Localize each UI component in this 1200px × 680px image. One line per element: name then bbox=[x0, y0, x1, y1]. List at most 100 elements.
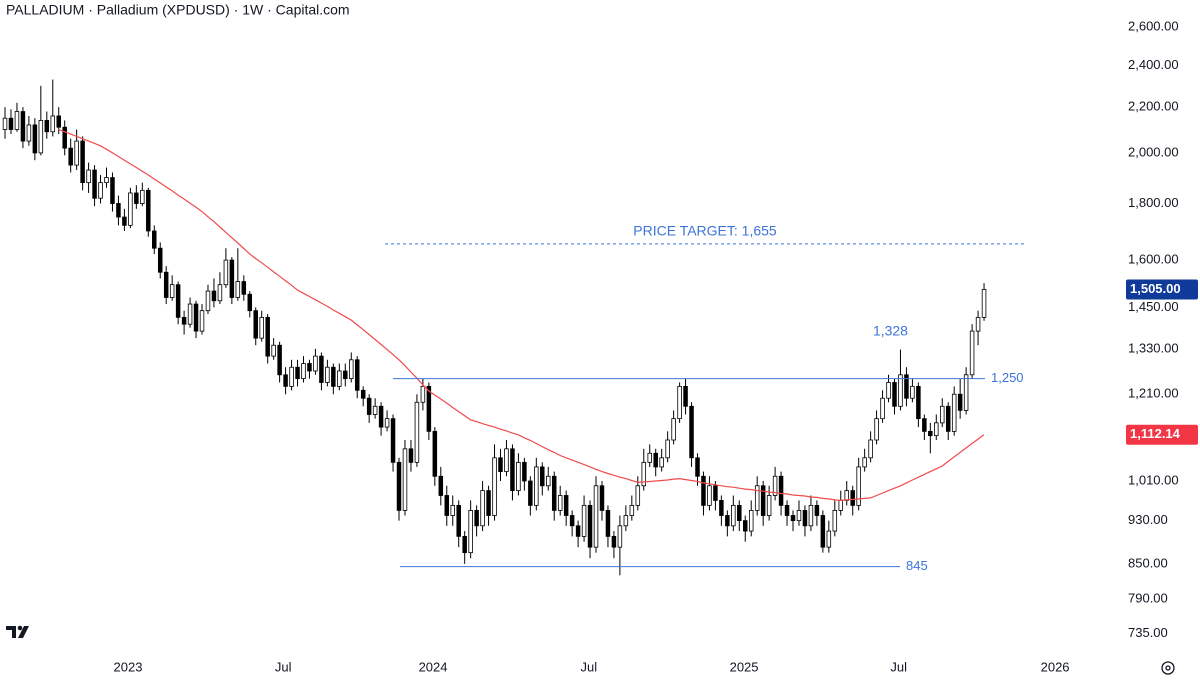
y-tick-label: 1,450.00 bbox=[1128, 299, 1179, 314]
candle-body bbox=[193, 303, 199, 332]
y-tick-label: 1,210.00 bbox=[1128, 386, 1179, 401]
candle-body bbox=[456, 504, 461, 537]
candle-body bbox=[904, 374, 909, 399]
candle-body bbox=[605, 510, 611, 537]
candle-body bbox=[820, 515, 826, 548]
candle-body bbox=[569, 515, 575, 527]
candle-body bbox=[677, 385, 682, 420]
candle-body bbox=[450, 504, 455, 516]
candle-body bbox=[593, 485, 599, 548]
candle-body bbox=[981, 289, 987, 318]
candle-body bbox=[366, 397, 372, 415]
candle-body bbox=[725, 515, 730, 527]
moving-average bbox=[58, 128, 985, 502]
candle-body bbox=[372, 405, 378, 415]
candle-body bbox=[354, 359, 360, 391]
candle-body bbox=[38, 120, 44, 154]
candle-body bbox=[522, 461, 527, 482]
candle-body bbox=[289, 366, 294, 387]
candle-body bbox=[325, 366, 330, 383]
y-tick-label: 1,800.00 bbox=[1128, 195, 1179, 210]
candle-body bbox=[265, 316, 270, 357]
candle-body bbox=[187, 303, 193, 325]
candle-body bbox=[766, 495, 772, 516]
candle-body bbox=[743, 520, 748, 532]
ma-price-label: 1,112.14 bbox=[1130, 426, 1181, 441]
candle-body bbox=[426, 385, 432, 432]
candle-body bbox=[611, 535, 617, 548]
candle-body bbox=[575, 525, 581, 537]
candle-body bbox=[2, 117, 8, 130]
candle-body bbox=[945, 405, 951, 432]
candle-body bbox=[629, 504, 635, 516]
candle-body bbox=[886, 382, 891, 399]
candle-body bbox=[122, 216, 127, 226]
candle-body bbox=[259, 316, 264, 339]
x-tick-label: 2025 bbox=[730, 659, 759, 674]
candle-body bbox=[540, 466, 545, 487]
candle-body bbox=[754, 485, 760, 511]
candle-body bbox=[492, 457, 497, 516]
candle-body bbox=[581, 504, 587, 537]
x-tick-label: 2026 bbox=[1041, 659, 1070, 674]
candle-body bbox=[331, 366, 336, 387]
candle-body bbox=[683, 385, 688, 407]
candle-body bbox=[14, 111, 20, 130]
candle-body bbox=[713, 485, 718, 501]
candle-body bbox=[283, 374, 288, 387]
candle-body bbox=[44, 120, 50, 133]
x-tick-label: Jul bbox=[890, 659, 907, 674]
candle-body bbox=[486, 490, 491, 516]
candle-body bbox=[307, 363, 312, 372]
candle-body bbox=[402, 448, 408, 511]
candle-body bbox=[50, 115, 56, 133]
settings-icon[interactable] bbox=[1161, 661, 1175, 675]
candle-body bbox=[390, 418, 396, 463]
candle-body bbox=[20, 111, 26, 142]
candle-body bbox=[534, 466, 539, 506]
candle-body bbox=[802, 510, 808, 527]
candle-body bbox=[862, 457, 867, 468]
candle-body bbox=[26, 124, 32, 142]
candle-body bbox=[653, 452, 658, 468]
candle-body bbox=[671, 418, 676, 441]
ma-price-label-box bbox=[1126, 424, 1198, 445]
level-label: 1,250 bbox=[991, 370, 1024, 385]
candle-body bbox=[898, 374, 903, 407]
candle-body bbox=[659, 457, 664, 468]
candle-body bbox=[146, 189, 151, 232]
y-tick-label: 1,600.00 bbox=[1128, 252, 1179, 267]
candle-body bbox=[271, 344, 276, 357]
candle-body bbox=[868, 439, 873, 459]
y-tick-label: 2,400.00 bbox=[1128, 57, 1179, 72]
candle-body bbox=[205, 290, 211, 312]
candle-body bbox=[74, 140, 79, 166]
candle-body bbox=[360, 389, 366, 399]
candle-body bbox=[181, 316, 187, 325]
candle-body bbox=[98, 182, 103, 199]
candle-body bbox=[253, 310, 258, 339]
y-tick-label: 2,200.00 bbox=[1128, 99, 1179, 114]
candle-body bbox=[420, 385, 426, 403]
candle-body bbox=[665, 439, 670, 459]
candle-body bbox=[462, 535, 467, 554]
candle-body bbox=[623, 515, 629, 527]
candle-body bbox=[247, 293, 253, 312]
candle-body bbox=[635, 485, 641, 506]
candle-body bbox=[969, 330, 975, 376]
candle-body bbox=[92, 169, 97, 199]
candle-body bbox=[760, 485, 766, 516]
candle-body bbox=[337, 370, 342, 387]
candle-body bbox=[301, 363, 306, 380]
candle-body bbox=[587, 504, 593, 548]
candle-body bbox=[504, 448, 509, 472]
x-tick-label: 2024 bbox=[419, 659, 448, 674]
candle-body bbox=[916, 385, 921, 420]
candle-body bbox=[217, 284, 223, 302]
y-tick-label: 1,010.00 bbox=[1128, 472, 1179, 487]
candle-body bbox=[211, 290, 217, 302]
candle-body bbox=[408, 448, 414, 463]
candle-body bbox=[922, 418, 927, 432]
candle-body bbox=[438, 475, 444, 496]
candle-body bbox=[56, 115, 61, 128]
